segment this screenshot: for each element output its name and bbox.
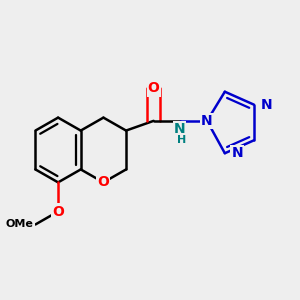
Text: OMe: OMe bbox=[6, 220, 34, 230]
Text: N: N bbox=[260, 98, 272, 112]
Text: N: N bbox=[201, 114, 213, 128]
Text: N: N bbox=[174, 122, 185, 136]
Text: H: H bbox=[176, 135, 186, 145]
Text: O: O bbox=[148, 82, 160, 95]
Text: O: O bbox=[52, 205, 64, 218]
Text: O: O bbox=[98, 176, 110, 189]
Text: N: N bbox=[231, 146, 243, 160]
